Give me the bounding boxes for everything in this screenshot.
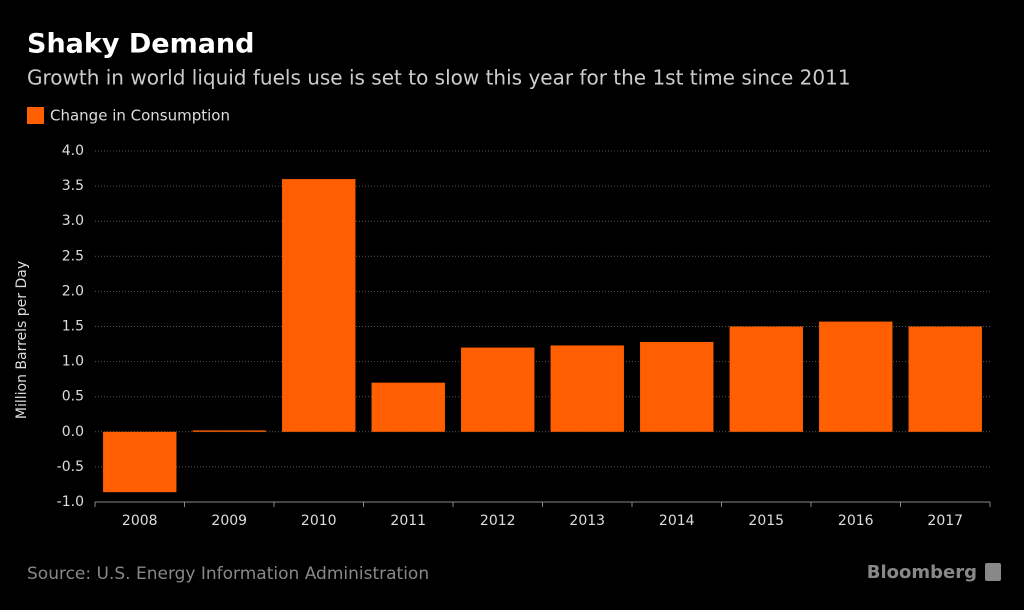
x-tick-label: 2011	[390, 513, 426, 529]
x-tick-label: 2016	[838, 513, 874, 529]
brand-icon	[985, 563, 1001, 581]
source: Source: U.S. Energy Information Administ…	[27, 564, 429, 584]
legend-label: Change in Consumption	[50, 107, 230, 125]
chart-title: Shaky Demand	[27, 29, 254, 60]
y-tick-label: 1.0	[62, 354, 84, 370]
x-tick-label: 2015	[748, 513, 784, 529]
bar	[908, 326, 982, 432]
bar	[729, 326, 803, 432]
y-tick-label: 0.5	[62, 389, 84, 405]
x-tick-label: 2017	[927, 513, 963, 529]
y-tick-label: 3.5	[62, 178, 84, 194]
y-tick-label: 3.0	[62, 213, 84, 229]
bar	[819, 321, 893, 432]
y-tick-label: -0.5	[57, 459, 84, 475]
x-tick-label: 2010	[301, 513, 337, 529]
bar	[192, 430, 266, 432]
bar	[550, 345, 624, 432]
bar	[103, 431, 177, 493]
bar	[282, 179, 356, 432]
chart-subtitle: Growth in world liquid fuels use is set …	[27, 66, 851, 90]
x-tick-label: 2013	[569, 513, 605, 529]
bar	[640, 341, 714, 432]
y-tick-label: 2.0	[62, 283, 84, 299]
x-tick-label: 2008	[122, 513, 158, 529]
bar	[371, 382, 445, 432]
y-axis-label: Million Barrels per Day	[14, 261, 30, 419]
bar	[461, 347, 535, 432]
x-tick-label: 2014	[659, 513, 695, 529]
y-tick-label: -1.0	[57, 494, 84, 510]
y-tick-label: 0.0	[62, 424, 84, 440]
brand: Bloomberg	[867, 562, 977, 583]
y-tick-label: 4.0	[62, 143, 84, 159]
y-tick-label: 2.5	[62, 248, 84, 264]
y-tick-label: 1.5	[62, 319, 84, 335]
legend-swatch	[27, 107, 44, 124]
x-tick-label: 2012	[480, 513, 516, 529]
x-tick-label: 2009	[211, 513, 247, 529]
